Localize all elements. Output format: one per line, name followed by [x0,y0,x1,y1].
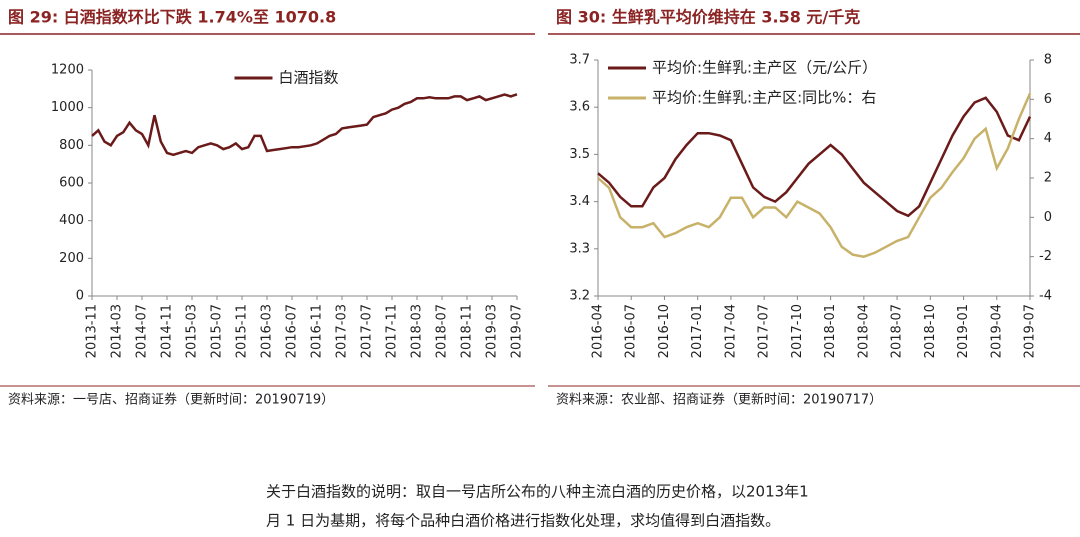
x-tick-label: 2015-11 [235,304,250,358]
y-tick-label: 3.3 [569,241,590,256]
y-tick-label: 3.2 [569,289,590,304]
series-line [91,93,518,157]
x-tick-label: 2016-10 [657,304,672,358]
x-tick-label: 2014-07 [135,304,150,358]
x-tick-label: 2019-01 [956,304,971,358]
x-tick-label: 2018-01 [823,304,838,358]
x-tick-label: 2018-07 [890,304,905,358]
y-tick-label: 1200 [51,63,84,78]
x-tick-label: 2017-07 [360,304,375,358]
x-tick-label: 2017-11 [385,304,400,358]
y-tick-label: 3.7 [569,53,590,68]
y2-tick-label: 6 [1044,92,1052,107]
y-tick-label: 400 [59,213,84,228]
x-tick-label: 2018-07 [435,304,450,358]
x-tick-label: 2017-07 [757,304,772,358]
x-tick-label: 2018-10 [923,304,938,358]
y-tick-label: 800 [59,138,84,153]
y2-tick-label: -4 [1039,289,1052,304]
x-tick-label: 2015-03 [185,304,200,358]
y-tick-label: 3.4 [569,194,590,209]
x-tick-label: 2017-10 [790,304,805,358]
x-tick-label: 2019-07 [510,304,525,358]
chart-title: 图 29: 白酒指数环比下跌 1.74%至 1070.8 [8,8,336,27]
x-tick-label: 2016-07 [285,304,300,358]
source: 资料来源：一号店、招商证券（更新时间：20190719） [8,392,334,408]
x-tick-label: 2018-03 [410,304,425,358]
source: 资料来源：农业部、招商证券（更新时间：20190717） [556,392,882,408]
note-line: 月 1 日为基期，将每个品种白酒价格进行指数化处理，求均值得到白酒指数。 [266,512,780,530]
x-tick-label: 2019-07 [1023,304,1038,358]
y2-tick-label: 8 [1044,53,1052,68]
series-line [597,92,1032,258]
note-line: 关于白酒指数的说明：取自一号店所公布的八种主流白酒的历史价格，以2013年1 [266,483,809,501]
y-tick-label: 600 [59,176,84,191]
x-tick-label: 2017-04 [723,304,738,358]
y-tick-label: 1000 [51,100,84,115]
y-tick-label: 3.6 [569,100,590,115]
x-tick-label: 2016-04 [591,304,606,358]
legend-label: 白酒指数 [279,69,339,87]
y2-tick-label: 0 [1044,210,1052,225]
x-tick-label: 2019-04 [989,304,1004,358]
y2-tick-label: -2 [1039,249,1052,264]
x-tick-label: 2014-03 [110,304,125,358]
x-tick-label: 2013-11 [85,304,100,358]
x-tick-label: 2016-11 [310,304,325,358]
y2-tick-label: 2 [1044,171,1052,186]
y-tick-label: 3.5 [569,147,590,162]
x-tick-label: 2019-03 [485,304,500,358]
y-tick-label: 0 [76,289,84,304]
x-tick-label: 2018-04 [856,304,871,358]
legend-label: 平均价:生鲜乳:主产区（元/公斤） [652,59,877,77]
x-tick-label: 2017-03 [335,304,350,358]
x-tick-label: 2016-03 [260,304,275,358]
chart-title: 图 30: 生鲜乳平均价维持在 3.58 元/千克 [556,8,860,27]
x-tick-label: 2016-07 [624,304,639,358]
x-tick-label: 2017-01 [690,304,705,358]
legend-label: 平均价:生鲜乳:主产区:同比%：右 [652,89,876,107]
x-tick-label: 2015-07 [210,304,225,358]
series-line [597,96,1032,218]
y-tick-label: 200 [59,251,84,266]
y2-tick-label: 4 [1044,131,1052,146]
x-tick-label: 2018-11 [460,304,475,358]
x-tick-label: 2014-11 [160,304,175,358]
